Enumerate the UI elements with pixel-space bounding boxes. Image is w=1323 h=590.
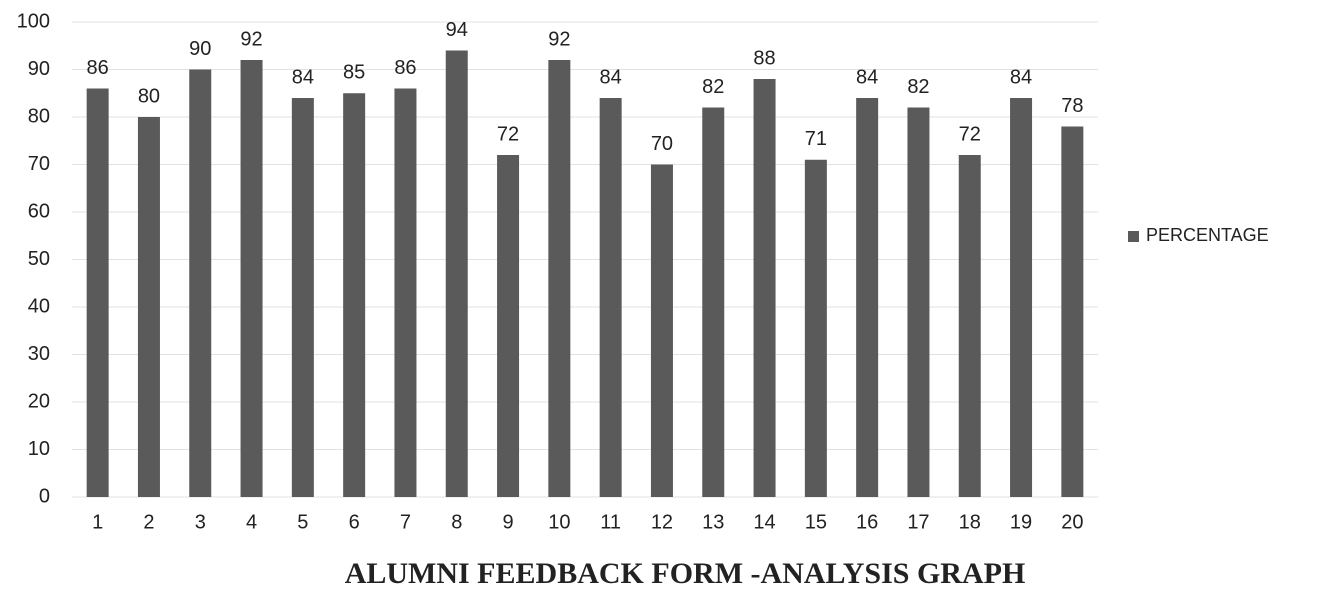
data-label: 84	[600, 66, 622, 88]
data-label: 92	[240, 28, 262, 50]
y-tick-label: 80	[28, 105, 50, 127]
x-tick-label: 18	[959, 511, 981, 533]
data-label: 84	[292, 66, 314, 88]
legend-label: PERCENTAGE	[1146, 225, 1269, 245]
x-tick-label: 3	[195, 511, 206, 533]
bar	[856, 98, 879, 497]
bar	[650, 164, 673, 497]
data-label: 72	[497, 123, 519, 145]
y-tick-label: 20	[28, 390, 50, 412]
bar	[394, 88, 417, 497]
bar	[958, 155, 981, 497]
y-tick-label: 40	[28, 295, 50, 317]
x-tick-label: 19	[1010, 511, 1032, 533]
x-tick-label: 20	[1061, 511, 1083, 533]
legend-swatch	[1128, 231, 1139, 242]
data-label: 88	[753, 47, 775, 69]
bar	[86, 88, 109, 497]
data-label: 86	[394, 57, 416, 79]
x-tick-label: 14	[753, 511, 775, 533]
bar	[753, 79, 776, 497]
y-tick-label: 100	[17, 10, 50, 32]
bar	[702, 107, 725, 497]
x-tick-label: 9	[502, 511, 513, 533]
data-label: 84	[856, 66, 878, 88]
data-label: 80	[138, 85, 160, 107]
x-tick-label: 4	[246, 511, 257, 533]
data-label: 86	[87, 57, 109, 79]
y-tick-label: 0	[39, 485, 50, 507]
x-tick-label: 10	[548, 511, 570, 533]
bar	[343, 93, 366, 497]
x-tick-label: 7	[400, 511, 411, 533]
x-tick-label: 12	[651, 511, 673, 533]
bar	[291, 98, 314, 497]
x-tick-label: 15	[805, 511, 827, 533]
bar	[445, 50, 468, 497]
x-tick-label: 1	[92, 511, 103, 533]
bar	[240, 60, 263, 497]
bar	[137, 117, 160, 497]
data-label: 84	[1010, 66, 1032, 88]
bar	[599, 98, 622, 497]
data-label: 78	[1061, 95, 1083, 117]
bar	[548, 60, 571, 497]
x-tick-label: 5	[297, 511, 308, 533]
data-label: 70	[651, 133, 673, 155]
bar	[497, 155, 520, 497]
y-tick-label: 10	[28, 438, 50, 460]
x-tick-label: 17	[907, 511, 929, 533]
y-tick-label: 90	[28, 58, 50, 80]
bar	[907, 107, 930, 497]
data-label: 92	[548, 28, 570, 50]
bar	[1010, 98, 1033, 497]
y-tick-label: 60	[28, 200, 50, 222]
x-tick-label: 11	[600, 511, 621, 533]
data-label: 85	[343, 62, 365, 84]
x-tick-label: 8	[451, 511, 462, 533]
x-tick-label: 13	[702, 511, 724, 533]
bar	[804, 159, 827, 497]
data-label: 71	[805, 128, 827, 150]
chart-title: ALUMNI FEEDBACK FORM -ANALYSIS GRAPH	[345, 557, 1026, 590]
y-tick-label: 70	[28, 153, 50, 175]
y-tick-label: 30	[28, 343, 50, 365]
data-label: 82	[702, 76, 724, 98]
x-tick-label: 2	[143, 511, 154, 533]
data-label: 90	[189, 38, 211, 60]
bar	[189, 69, 212, 497]
data-label: 72	[959, 123, 981, 145]
data-label: 82	[907, 76, 929, 98]
data-label: 94	[446, 19, 468, 41]
x-tick-label: 16	[856, 511, 878, 533]
y-tick-label: 50	[28, 248, 50, 270]
bar	[1061, 126, 1084, 497]
x-tick-label: 6	[349, 511, 360, 533]
